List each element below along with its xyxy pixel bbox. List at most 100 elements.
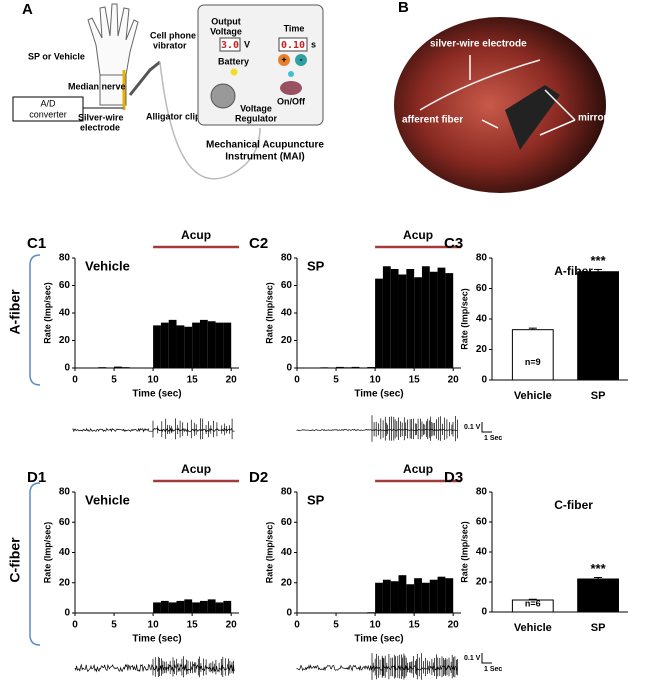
label: s — [311, 39, 316, 49]
x-tick-label: 0 — [72, 620, 78, 631]
panel-label: C3 — [444, 235, 463, 252]
label: Instrument (MAI) — [225, 152, 304, 163]
sample-label: n=9 — [590, 328, 606, 338]
histogram-bar — [168, 602, 177, 613]
y-axis-label: Rate (Imp/sec) — [42, 522, 52, 584]
histogram-bar — [406, 584, 415, 613]
histogram-bar — [429, 579, 438, 613]
x-tick-label: 20 — [448, 620, 460, 631]
ad-box — [12, 96, 84, 122]
histogram-bar — [207, 599, 216, 613]
y-tick-label: 20 — [281, 335, 293, 346]
button — [280, 81, 302, 95]
x-axis-label: Time (sec) — [132, 634, 181, 645]
histogram-bar — [176, 325, 185, 368]
category-label: Vehicle — [514, 622, 552, 634]
histogram-bar — [114, 366, 122, 368]
histogram-bar — [382, 266, 391, 368]
label: Silver-wire — [78, 112, 124, 122]
y-tick-label: 80 — [281, 487, 293, 498]
y-axis-label: Rate (Imp/sec) — [459, 288, 469, 350]
x-tick-label: 15 — [409, 375, 421, 386]
chart-title: C-fiber — [554, 498, 593, 512]
label: Time — [284, 23, 305, 33]
histogram-bar — [223, 322, 232, 368]
panel-label: D1 — [27, 469, 46, 486]
x-tick-label: 10 — [148, 620, 160, 631]
photo — [394, 17, 606, 193]
histogram-bar — [160, 322, 169, 368]
histogram-bar — [437, 267, 446, 368]
y-tick-label: 60 — [476, 517, 488, 528]
histogram-bar — [406, 269, 415, 368]
label: Output — [211, 16, 241, 26]
histogram-bar — [215, 322, 224, 368]
display-value: 0.10 — [281, 40, 305, 51]
histogram-bar — [429, 271, 438, 368]
panel-label: D2 — [249, 469, 268, 486]
label: + — [281, 54, 286, 64]
x-tick-label: 0 — [294, 620, 300, 631]
histogram-bar — [421, 582, 430, 613]
x-tick-label: 5 — [111, 620, 117, 631]
y-tick-label: 40 — [281, 308, 293, 319]
scale-bar — [481, 653, 492, 664]
sample-label: n=6 — [590, 598, 606, 608]
y-tick-label: 60 — [476, 283, 488, 294]
x-tick-label: 10 — [148, 375, 160, 386]
annotation: Acup — [403, 462, 433, 476]
bar — [577, 271, 619, 381]
led — [230, 68, 238, 76]
mirror-shape — [505, 85, 560, 150]
y-axis-label: Rate (Imp/sec) — [42, 282, 52, 344]
clip — [128, 60, 161, 96]
label: - — [300, 54, 303, 64]
y-tick-label: 0 — [481, 607, 487, 618]
bracket — [29, 482, 41, 646]
category-label: SP — [591, 622, 606, 634]
histogram-bar — [445, 578, 454, 613]
y-tick-label: 20 — [476, 577, 488, 588]
y-tick-label: 80 — [281, 253, 293, 264]
led — [288, 71, 294, 77]
histogram-bar — [199, 600, 208, 613]
nerve-trace — [296, 653, 459, 680]
histogram-bar — [336, 366, 344, 368]
electrode-wire — [419, 59, 541, 111]
significance: *** — [590, 253, 606, 268]
bar — [511, 329, 554, 381]
button — [295, 54, 307, 66]
label: Battery — [218, 56, 249, 66]
subtitle: SP — [307, 492, 325, 507]
display — [219, 37, 241, 52]
y-tick-label: 80 — [59, 253, 71, 264]
label: V — [244, 39, 250, 49]
sample-label: n=6 — [525, 598, 541, 608]
hand — [87, 3, 139, 76]
y-tick-label: 40 — [476, 547, 488, 558]
histogram-bar — [398, 274, 407, 368]
histogram-bar — [390, 269, 399, 368]
significance: *** — [590, 561, 606, 576]
panel-label: C2 — [249, 235, 268, 252]
y-tick-label: 40 — [281, 547, 293, 558]
histogram-bar — [414, 277, 422, 368]
sample-label: n=9 — [525, 357, 541, 367]
display — [278, 37, 308, 52]
histogram-bar — [414, 578, 422, 613]
x-tick-label: 0 — [294, 375, 300, 386]
x-tick-label: 20 — [226, 375, 238, 386]
histogram-bar — [192, 322, 200, 368]
y-tick-label: 0 — [64, 363, 70, 374]
histogram-bar — [390, 581, 399, 613]
panel-label: B — [398, 0, 409, 16]
nerve-trace — [72, 418, 235, 440]
y-tick-label: 60 — [281, 280, 293, 291]
y-axis-label: Rate (Imp/sec) — [264, 522, 274, 584]
x-tick-label: 0 — [72, 375, 78, 386]
y-tick-label: 80 — [476, 487, 488, 498]
chart-title: A-fiber — [554, 264, 593, 278]
x-tick-label: 20 — [226, 620, 238, 631]
x-axis-label: Time (sec) — [354, 634, 403, 645]
